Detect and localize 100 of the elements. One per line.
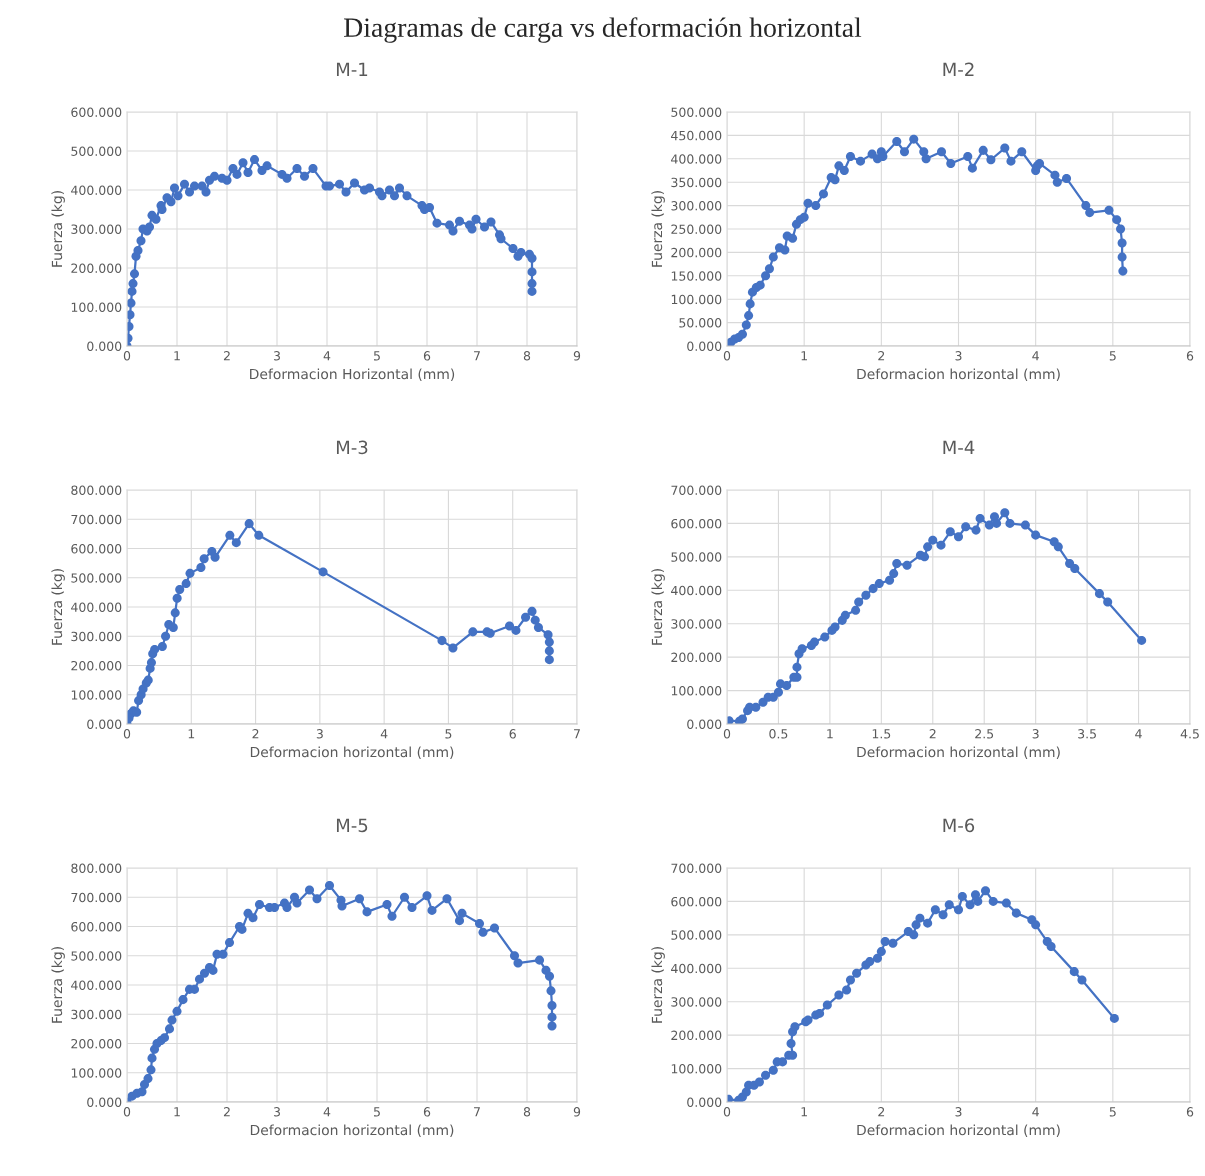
x-tick-label: 7 [474,1107,480,1117]
x-tick-label: 9 [573,1107,581,1117]
y-tick-label: 600.000 [71,543,122,554]
point [790,1022,800,1032]
y-tick-label: 350.000 [671,177,722,188]
y-tick-label: 300.000 [671,201,722,211]
point [782,681,792,691]
x-tick-label: 2 [223,1107,230,1117]
point [254,530,264,540]
y-tick-label: 600.000 [671,896,722,907]
y-tick-label: 600.000 [71,921,122,932]
x-tick-label: 0 [123,729,131,739]
point [1001,898,1011,908]
point [928,535,938,545]
y-tick-label: 250.000 [671,224,722,234]
chart-title: M-2 [943,62,974,76]
point [1103,597,1113,607]
x-axis-title: Deformacion horizontal (mm) [857,1124,1060,1137]
point [975,513,985,523]
y-tick-label: 200.000 [671,652,722,663]
point [861,590,871,600]
point [172,593,182,603]
point [936,540,946,550]
x-tick-label: 1 [801,1107,807,1117]
y-tick-label: 200.000 [71,1038,122,1049]
y-axis-title: Fuerza (kg) [51,191,65,267]
text: Diagramas de carga vs deformación horizontal [344,17,862,43]
x-tick-label: 1.5 [872,729,891,739]
point [872,953,882,963]
y-axis-title: Fuerza (kg) [51,569,65,645]
point [437,636,447,646]
point [971,525,981,535]
point [468,627,478,637]
point [1077,975,1087,985]
x-axis-title: Deformacion horizontal (mm) [857,746,1060,759]
x-tick-label: 2 [223,351,230,361]
x-tick-label: 2 [252,729,259,739]
y-tick-label: 400.000 [671,154,722,164]
point [778,1057,788,1067]
point [874,579,884,589]
point [880,937,890,947]
y-tick-label: 500.000 [71,951,122,961]
point [1020,520,1030,530]
x-tick-label: 4 [380,729,388,739]
x-tick-label: 0 [723,1107,731,1117]
y-tick-label: 100.000 [71,690,122,700]
point [892,559,902,569]
point [953,905,964,915]
y-tick-label: 300.000 [671,619,722,629]
point [945,527,955,537]
y-tick-label: 400.000 [71,185,122,195]
point [822,1000,832,1010]
x-tick-label: 5 [1109,351,1116,361]
y-tick-label: 100.000 [671,686,722,696]
y-tick-label: 800.000 [71,485,122,495]
x-tick-label: 3.5 [1078,729,1096,739]
x-tick-label: 1 [188,729,195,739]
point [521,612,531,622]
point [953,532,964,542]
point [544,646,554,656]
point [876,947,886,957]
point [751,702,761,712]
point [888,938,898,948]
y-tick-label: 400.000 [671,585,722,596]
x-axis-title: Deformacion horizontal (mm) [250,1124,454,1137]
x-tick-label: 3 [1032,729,1039,739]
x-axis-title: Deformacion Horizontal (mm) [250,368,455,381]
point [225,530,235,540]
y-tick-label: 0.000 [687,1097,722,1107]
y-tick-label: 500.000 [671,930,722,940]
point [530,615,540,625]
x-tick-label: 0 [723,729,731,739]
point [988,896,998,906]
x-tick-label: 3 [955,1107,962,1117]
point [1005,518,1015,528]
point [1031,530,1041,540]
y-tick-label: 300.000 [671,997,722,1007]
y-tick-label: 100.000 [671,294,722,305]
point [923,542,933,552]
y-tick-label: 400.000 [671,963,722,974]
x-tick-label: 1 [174,351,180,361]
y-tick-label: 500.000 [671,107,722,117]
y-tick-label: 100.000 [71,302,122,312]
point [845,975,855,985]
x-tick-label: 8 [523,351,531,361]
x-axis-title: Deformacion horizontal (mm) [857,368,1060,381]
x-tick-label: 3 [273,1107,280,1117]
x-tick-label: 2 [929,729,936,739]
y-tick-label: 400.000 [71,980,122,990]
y-tick-label: 200.000 [71,263,122,273]
y-tick-label: 0.000 [87,341,122,351]
point [1000,508,1010,518]
point [1109,1013,1119,1023]
point [181,579,191,589]
chart-title: M-6 [943,818,975,833]
x-tick-label: 3 [316,729,323,739]
y-tick-label: 700.000 [671,485,722,495]
x-tick-label: 6 [1186,1107,1194,1117]
y-tick-label: 100.000 [71,1068,122,1078]
point [909,930,919,940]
